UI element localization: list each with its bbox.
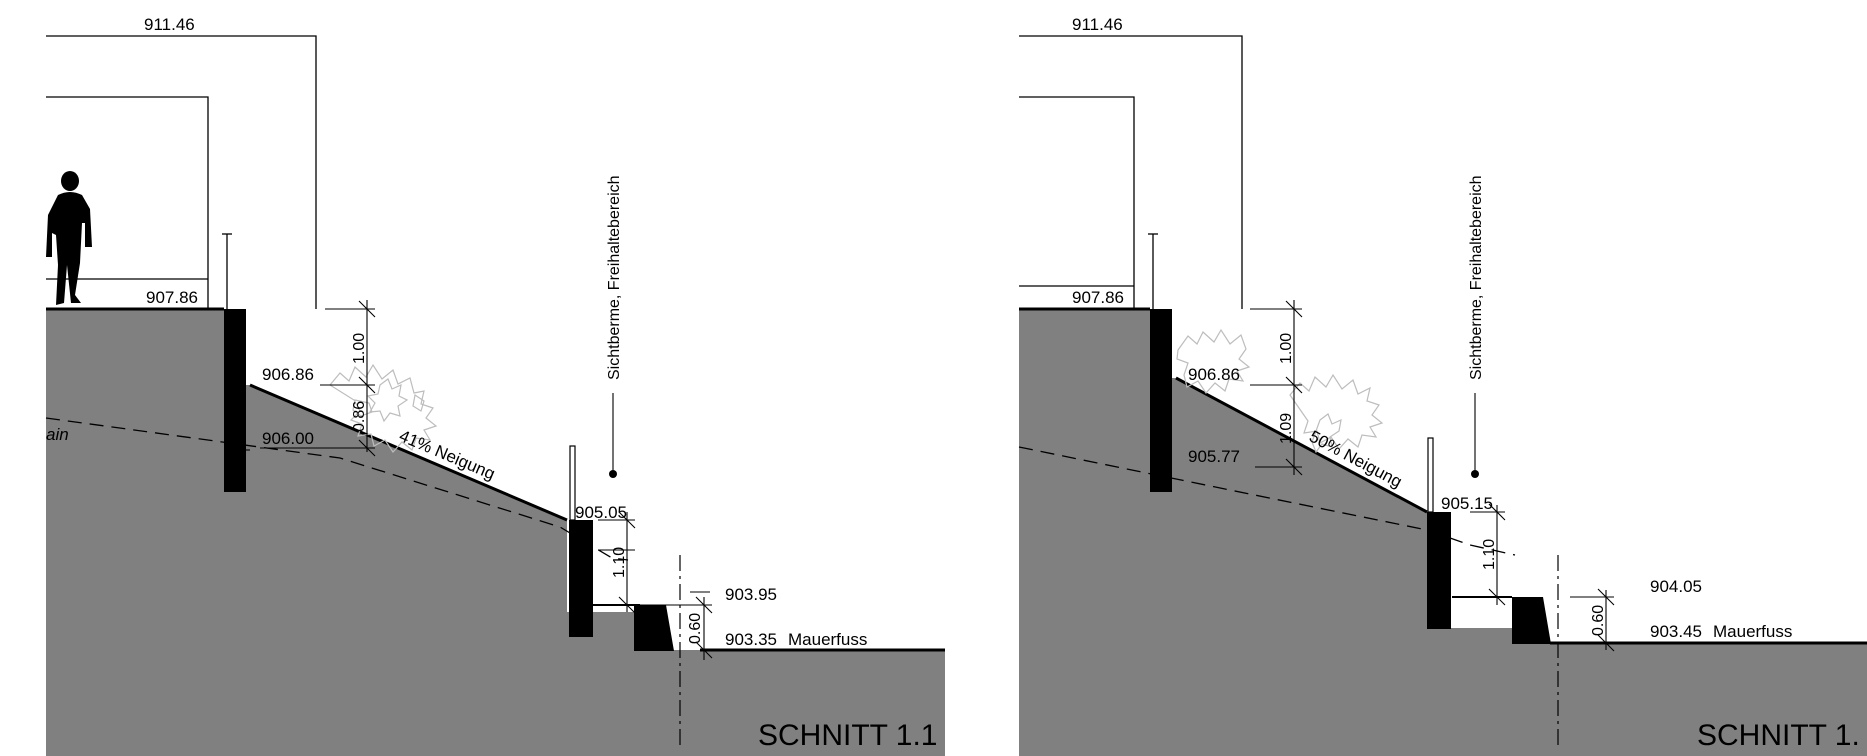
step-level-right: 904.05 xyxy=(1650,577,1702,596)
dim-1-right: 1.00 xyxy=(1278,333,1295,364)
top-slope-level-right: 906.86 xyxy=(1188,365,1240,384)
foot-label-right: Mauerfuss xyxy=(1713,622,1792,641)
dim-4-right: 0.60 xyxy=(1590,605,1607,636)
berm-wall-level-right: 905.15 xyxy=(1441,494,1493,513)
original-terrain-right xyxy=(1018,446,1516,556)
dimension-chain-left xyxy=(240,300,713,660)
berm-railing-left xyxy=(569,445,576,521)
building-inner-left xyxy=(46,96,209,309)
section-title-left: SCHNITT 1.1 xyxy=(758,719,938,752)
berm-leader-dot-right xyxy=(1471,470,1479,478)
dim-3-right: 1.10 xyxy=(1481,539,1498,570)
top-slope-level-left: 906.86 xyxy=(262,365,314,384)
berm-note-right: Sichtberme, Freihaltebereich xyxy=(1468,175,1485,380)
section-title-right: SCHNITT 1. xyxy=(1697,719,1860,752)
upper-wall-left xyxy=(224,309,246,492)
roof-level-left: 911.46 xyxy=(144,15,195,34)
roof-level-right: 911.46 xyxy=(1072,15,1123,34)
foot-level-left: 903.35 xyxy=(725,630,777,649)
building-inner-right xyxy=(1019,96,1135,309)
dim-2-left: 0.86 xyxy=(351,401,368,432)
floor-level-right: 907.86 xyxy=(1072,288,1124,307)
step-level-left: 903.95 xyxy=(725,585,777,604)
ground-left xyxy=(46,309,945,756)
berm-wall-left xyxy=(569,520,593,637)
terrain-fragment: ain xyxy=(46,425,69,444)
berm-railing-right xyxy=(1427,437,1434,513)
dim-4-left: 0.60 xyxy=(687,613,704,644)
foot-level-right: 903.45 xyxy=(1650,622,1702,641)
person-silhouette xyxy=(46,171,92,305)
slope-line-right xyxy=(1175,376,1428,514)
foot-wall-left xyxy=(634,605,674,651)
slope-line-left xyxy=(249,383,568,522)
building-outline-right xyxy=(1019,35,1243,309)
berm-wall-level-left: 905.05 xyxy=(575,503,627,522)
vegetation-right xyxy=(1176,328,1384,454)
dimension-chain-right xyxy=(1250,300,1615,652)
berm-note-left: Sichtberme, Freihaltebereich xyxy=(606,175,623,380)
dim-2-right: 1.09 xyxy=(1278,413,1295,444)
section-right: 911.46 907.86 906.86 905.77 50% Neigung … xyxy=(1018,15,1867,756)
terrain-level-left: 906.00 xyxy=(262,429,314,448)
terrain-level-right: 905.77 xyxy=(1188,447,1240,466)
building-outline-left xyxy=(46,35,317,309)
berm-wall-right xyxy=(1427,512,1451,629)
dim-3-left: 1.10 xyxy=(611,547,628,578)
foot-label-left: Mauerfuss xyxy=(788,630,867,649)
floor-level-left: 907.86 xyxy=(146,288,198,307)
berm-leader-dot-left xyxy=(609,470,617,478)
upper-wall-right xyxy=(1150,309,1172,492)
section-left: 911.46 907.86 906.86 906.00 ain 41% Neig… xyxy=(45,15,945,756)
foot-wall-right xyxy=(1512,597,1551,644)
dim-1-left: 1.00 xyxy=(351,333,368,364)
